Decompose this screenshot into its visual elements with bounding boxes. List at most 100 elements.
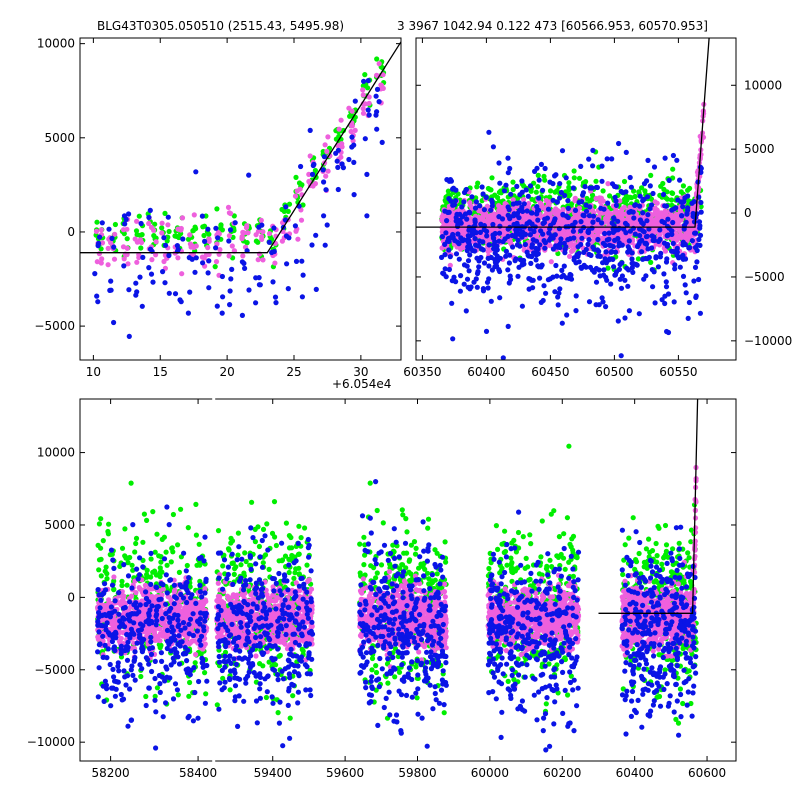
data-point [255,257,261,263]
data-point [500,239,506,245]
data-point [473,276,479,282]
data-point [105,531,111,537]
data-point [505,267,511,273]
data-point [325,134,331,140]
data-point [605,200,611,206]
data-point [286,569,292,576]
data-point [296,180,303,186]
data-point [213,259,220,265]
data-point [96,567,102,573]
data-point [185,525,191,531]
data-point [361,534,367,540]
data-point [187,232,193,238]
data-point [192,269,198,275]
data-point [463,308,469,314]
data-point [600,235,606,241]
data-point [503,253,509,259]
data-point [682,282,688,288]
data-point [481,207,487,213]
data-point [307,127,313,133]
data-point [338,154,344,160]
data-point [218,225,224,231]
data-point [483,328,490,334]
data-point [538,264,544,270]
data-point [530,285,536,291]
data-point [255,239,261,245]
data-point [112,221,118,228]
data-point [121,231,127,237]
data-point [298,163,304,170]
x-tick-label: 15 [153,365,168,379]
data-point [587,204,593,210]
data-point [649,233,655,239]
data-point [124,582,130,588]
data-point [240,253,246,259]
data-point [335,186,341,193]
data-point [548,259,554,265]
data-point [293,566,299,572]
data-point [502,548,509,555]
data-point [631,188,637,194]
data-point [494,263,500,269]
data-point [96,240,102,246]
panel-bottom: 58200 58400 59400 59600 59800 60000 60200 60400… [27,397,737,780]
data-point [680,256,686,262]
model-line [80,41,401,254]
data-point [206,258,212,264]
data-point [685,315,691,321]
data-point [585,229,592,236]
data-point [557,181,563,187]
data-point [573,293,579,299]
data-point [227,687,233,693]
data-point [459,214,466,220]
data-point [434,571,440,577]
data-point [378,562,385,568]
data-point [425,516,432,522]
data-point [623,230,629,236]
data-point [141,511,147,517]
data-point [527,183,534,189]
data-point [486,565,492,572]
data-point [373,669,380,676]
data-point [589,267,596,273]
data-point [472,217,478,223]
data-point [124,236,130,242]
data-point [570,228,577,234]
data-point [541,238,547,244]
data-point [554,273,560,279]
data-point [220,294,226,300]
data-point [618,285,625,291]
data-point [630,269,636,275]
data-point [121,256,127,262]
data-point [299,294,305,300]
data-point [664,328,670,335]
data-point [578,241,584,248]
data-point [557,195,563,201]
data-point [272,534,278,540]
data-point [687,245,693,251]
data-point [663,284,670,290]
data-point [281,208,287,214]
data-point [486,242,492,248]
data-point [570,247,576,253]
data-point [670,240,676,246]
data-point [178,225,184,232]
data-point [229,266,235,272]
data-point [616,140,622,147]
data-point [159,230,165,236]
data-point [648,202,655,208]
data-point [161,235,167,241]
data-point [122,526,128,532]
data-point [202,670,208,676]
data-point [528,188,534,194]
data-point [616,211,623,217]
data-point [555,302,561,308]
data-point [660,191,667,198]
data-point [271,225,277,231]
data-point [604,237,610,243]
data-point [676,255,682,261]
data-point [103,564,109,570]
data-point [556,534,563,540]
data-point [119,582,125,589]
